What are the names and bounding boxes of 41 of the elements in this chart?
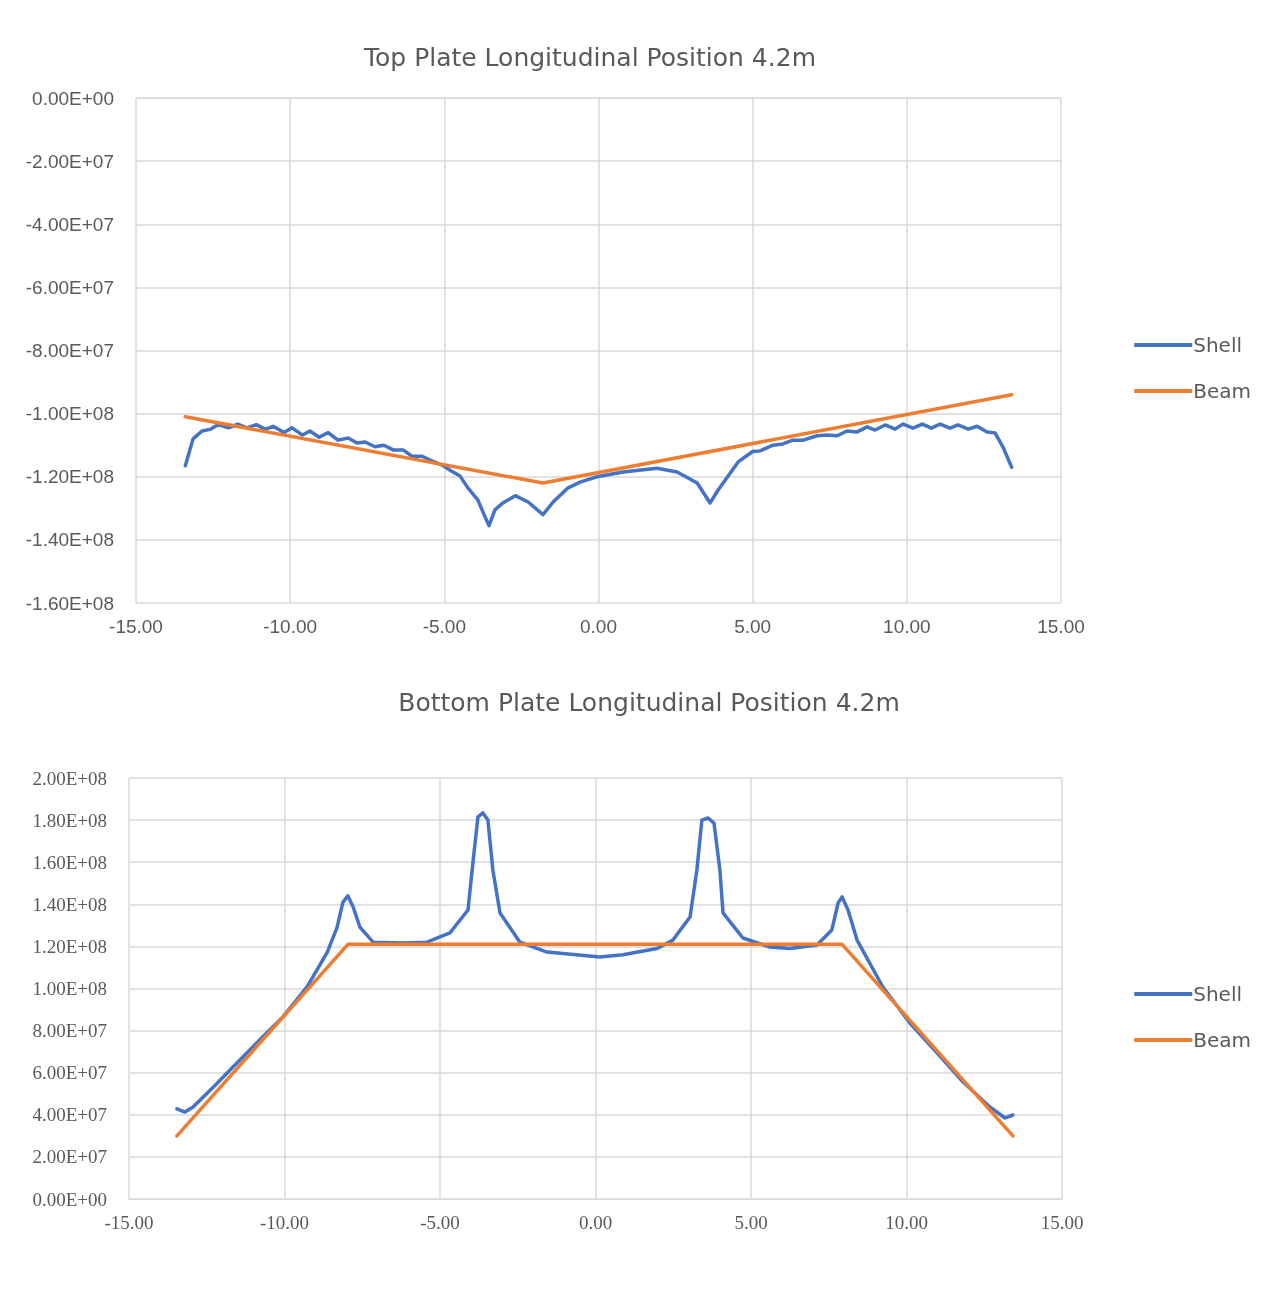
y-tick-label: 4.00E+07 (32, 1104, 107, 1126)
y-tick-label: 0.00E+00 (32, 87, 114, 109)
y-tick-label: -1.60E+08 (25, 592, 114, 614)
x-tick-label: 15.00 (1037, 616, 1085, 637)
y-tick-label: -2.00E+07 (25, 150, 114, 172)
legend-label: Shell (1193, 982, 1243, 1006)
x-tick-label: -10.00 (263, 616, 318, 637)
line-series (183, 422, 1014, 528)
legend-label: Beam (1193, 379, 1251, 403)
y-tick-label: 0.00E+00 (32, 1188, 107, 1210)
x-tick-label: 5.00 (734, 1212, 768, 1233)
x-tick-label: 15.00 (1040, 1212, 1084, 1233)
legend-label: Beam (1193, 1028, 1251, 1052)
y-tick-label: -6.00E+07 (25, 276, 114, 298)
x-tick-label: 5.00 (734, 616, 772, 637)
y-tick-label: -1.20E+08 (25, 466, 114, 488)
x-tick-label: 10.00 (883, 616, 931, 637)
y-tick-label: 2.00E+08 (32, 767, 107, 789)
y-tick-label: 1.00E+08 (32, 978, 107, 999)
y-tick-label: 1.80E+08 (32, 809, 107, 831)
y-tick-label: 2.00E+07 (32, 1146, 107, 1168)
y-tick-label: -4.00E+07 (25, 213, 114, 235)
y-tick-label: 1.40E+08 (32, 893, 107, 915)
x-tick-label: 0.00 (580, 616, 617, 637)
x-tick-label: -10.00 (259, 1212, 310, 1233)
y-tick-label: 6.00E+07 (32, 1062, 107, 1084)
y-tick-label: 1.20E+08 (32, 935, 107, 957)
legend-label: Shell (1193, 333, 1243, 357)
y-tick-label: 8.00E+07 (32, 1020, 107, 1042)
x-tick-label: 10.00 (885, 1212, 928, 1233)
y-tick-label: 1.60E+08 (32, 851, 107, 873)
chart-title: Bottom Plate Longitudinal Position 4.2m (398, 688, 900, 717)
x-tick-label: -15.00 (109, 616, 163, 637)
y-tick-label: -1.00E+08 (25, 403, 114, 425)
x-tick-label: 0.00 (578, 1212, 613, 1233)
x-tick-label: -5.00 (420, 1212, 460, 1233)
chart-title: Top Plate Longitudinal Position 4.2m (363, 43, 816, 72)
x-tick-label: -5.00 (422, 616, 466, 637)
y-tick-label: -8.00E+07 (25, 340, 114, 361)
y-tick-label: -1.40E+08 (25, 529, 114, 551)
x-tick-label: -15.00 (104, 1212, 154, 1233)
